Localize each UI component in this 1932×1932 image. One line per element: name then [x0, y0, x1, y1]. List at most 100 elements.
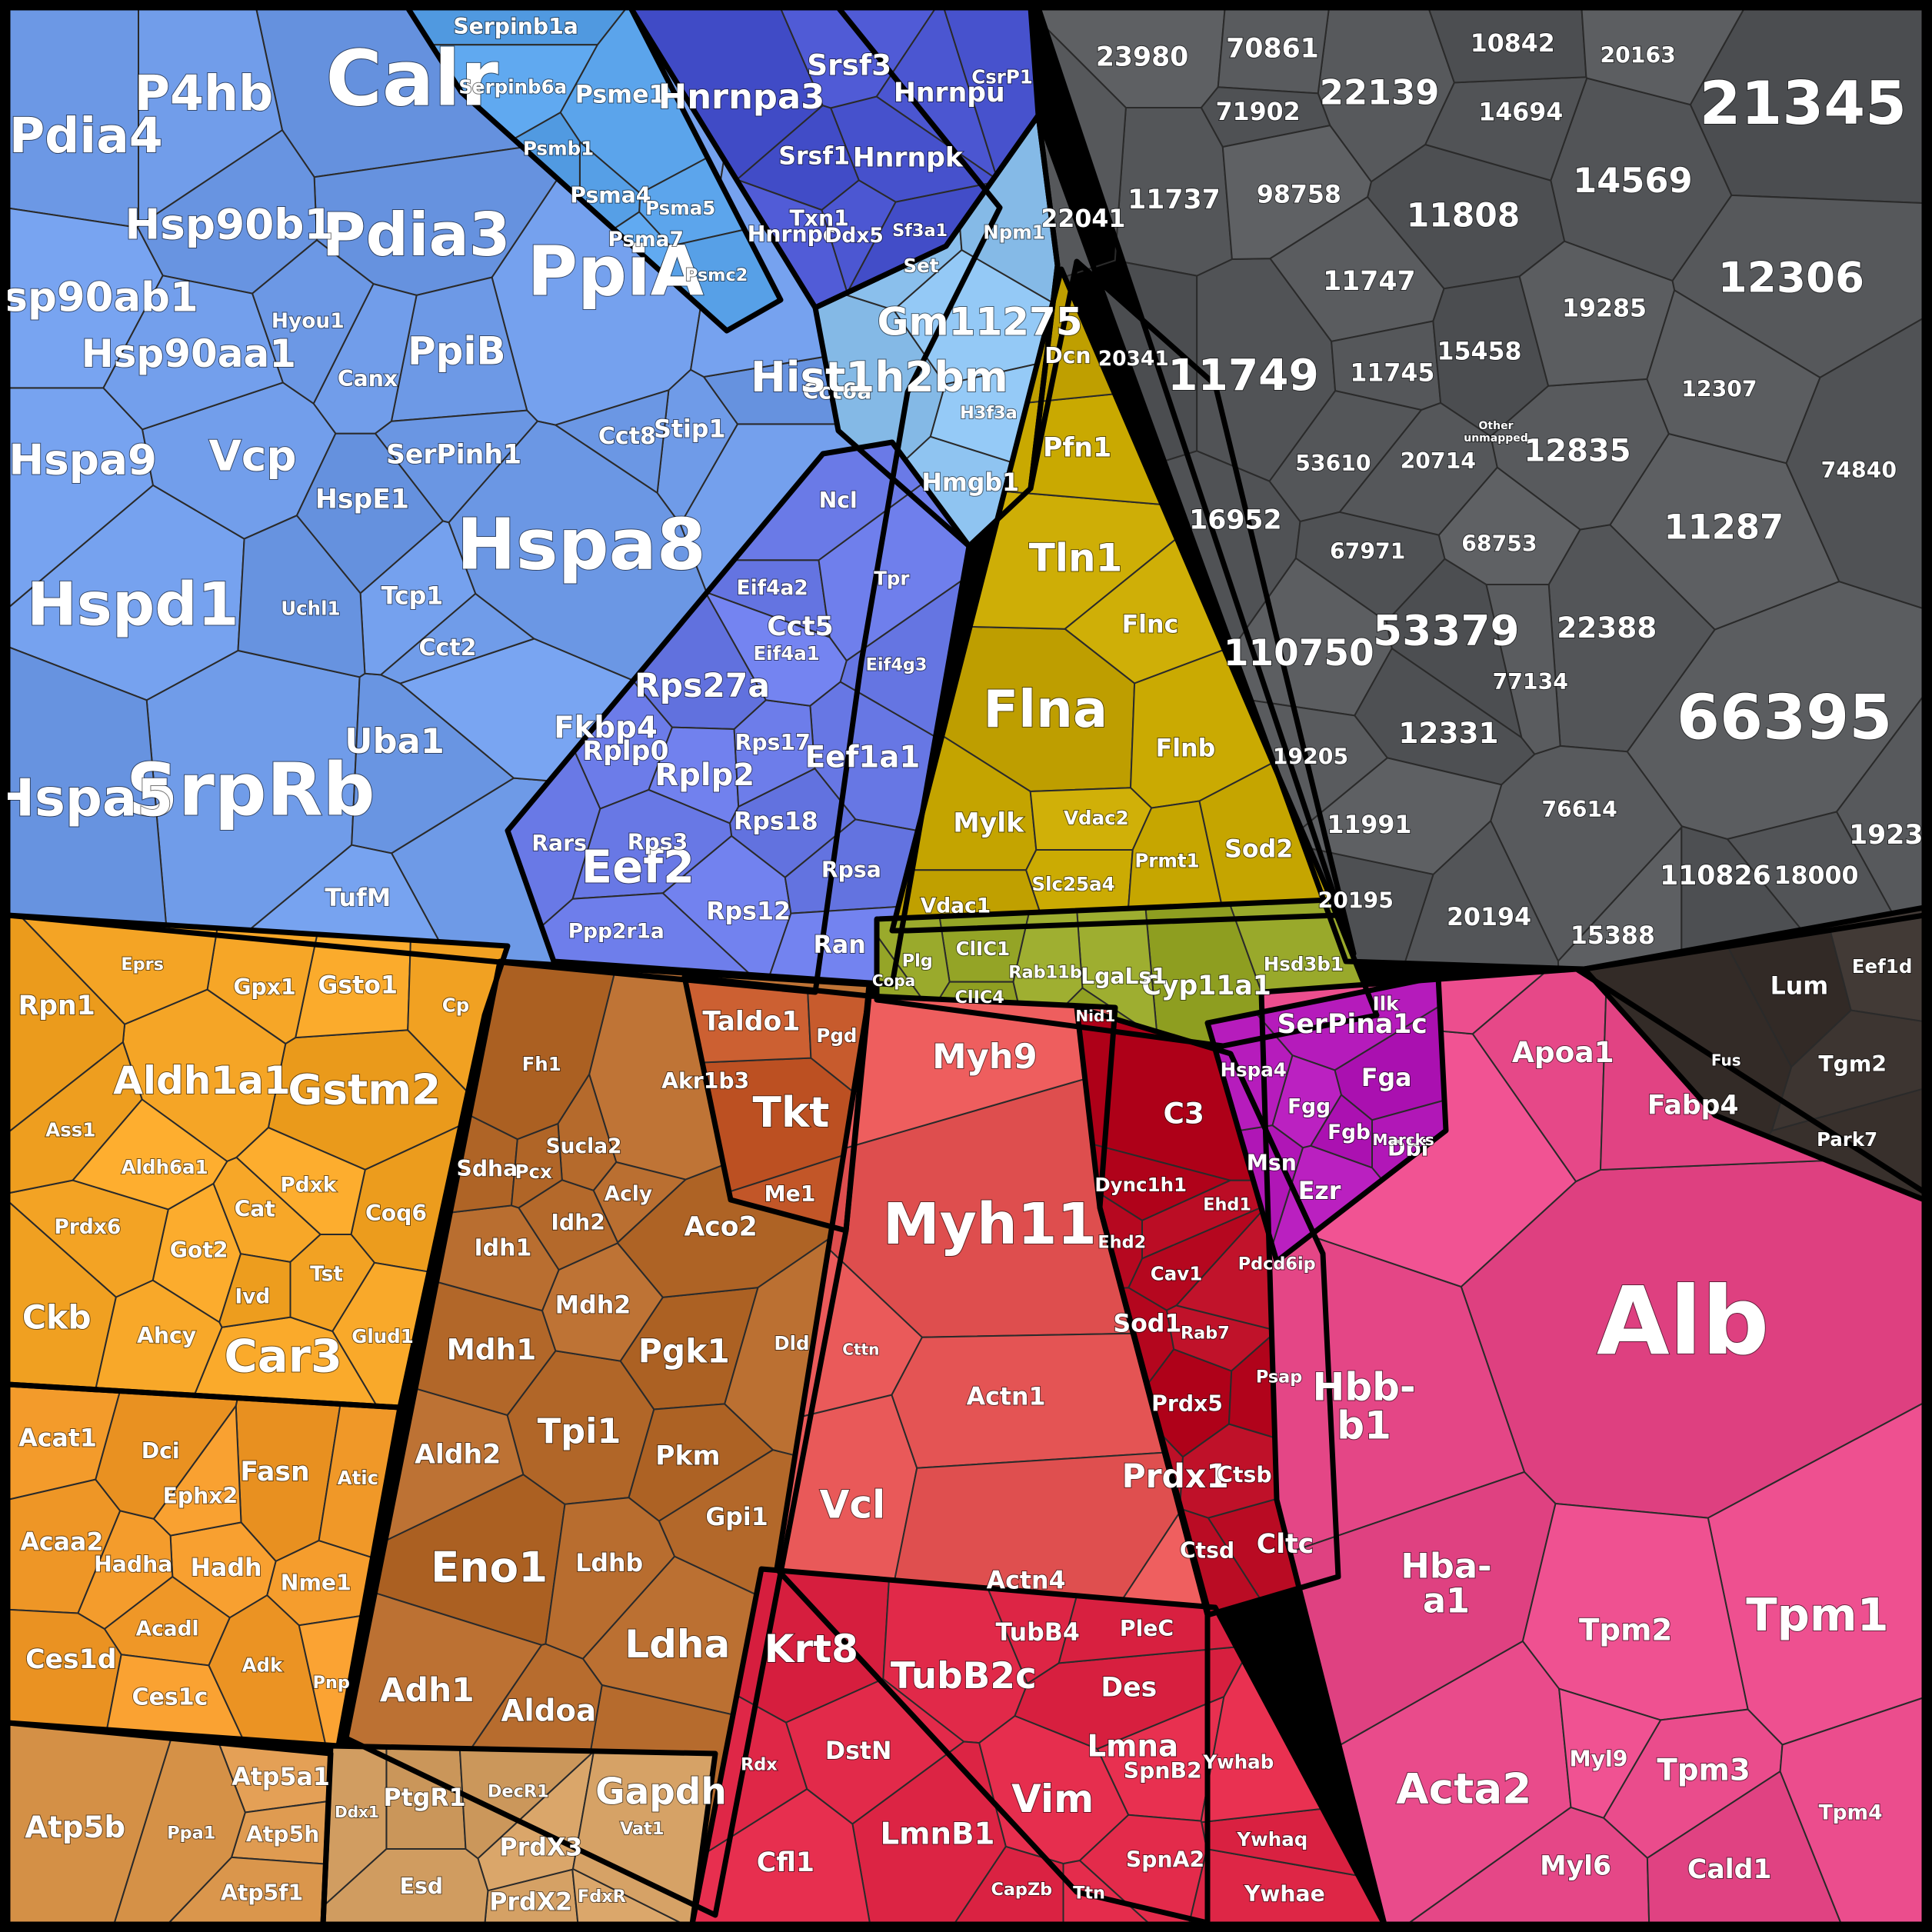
label-car3: Car3 [224, 1329, 342, 1382]
label-21345: 21345 [1700, 69, 1907, 138]
label-sod1: Sod1 [1113, 1311, 1181, 1338]
label-serpinh1: SerPinh1 [386, 440, 521, 471]
label-hsd3b1: Hsd3b1 [1264, 952, 1344, 974]
label-clic1: ClIC1 [956, 937, 1010, 959]
label-sdha: Sdha [456, 1155, 518, 1181]
label-67971: 67971 [1330, 538, 1405, 564]
label-atp5a1: Atp5a1 [232, 1764, 330, 1791]
label-fh1: Fh1 [522, 1053, 561, 1075]
label-psmb1: Psmb1 [523, 137, 594, 159]
label-psma5: Psma5 [645, 197, 715, 219]
label-acta2: Acta2 [1396, 1764, 1531, 1814]
label-idh1: Idh1 [475, 1234, 532, 1261]
label-23980: 23980 [1096, 42, 1188, 73]
label-uchl1: Uchl1 [281, 597, 340, 619]
label-ppia: PpiA [527, 232, 703, 312]
label-mdh2: Mdh2 [555, 1291, 631, 1319]
label-ahcy: Ahcy [137, 1323, 196, 1348]
label-11745: 11745 [1350, 359, 1434, 387]
label-11808: 11808 [1407, 197, 1521, 235]
label-76614: 76614 [1541, 796, 1617, 821]
cell-metabolism-orange-pdxk [235, 1126, 366, 1235]
label-psma7: Psma7 [608, 228, 683, 251]
label-mylk: Mylk [953, 808, 1024, 839]
label-hnrnpc: Hnrnpc [748, 222, 836, 247]
label-eef1d: Eef1d [1852, 955, 1913, 978]
label-22041: 22041 [1041, 205, 1125, 233]
label-acadl: Acadl [136, 1617, 199, 1641]
label-ran: Ran [814, 931, 866, 959]
label-rdx: Rdx [741, 1755, 778, 1775]
label-20714: 20714 [1401, 448, 1476, 473]
label-pdia4: Pdia4 [9, 107, 163, 164]
label-set: Set [904, 254, 939, 276]
label-srprb: SrpRb [126, 748, 375, 832]
label-atp5f1: Atp5f1 [221, 1880, 303, 1905]
label-pnp: Pnp [313, 1673, 350, 1693]
label-prdx3: PrdX3 [500, 1834, 583, 1862]
label-csrp1: CsrP1 [971, 65, 1033, 88]
label-dcn: Dcn [1044, 342, 1091, 368]
label-cct8: Cct8 [598, 422, 656, 449]
label-ckb: Ckb [22, 1299, 92, 1337]
label-20341: 20341 [1098, 347, 1169, 371]
label-glud1: Glud1 [351, 1324, 413, 1347]
label-prmt1: Prmt1 [1134, 849, 1199, 871]
label-hsp90b1: Hsp90b1 [125, 200, 333, 249]
cell-metabolism-orange-aldh6a1 [71, 1098, 228, 1211]
label-12306: 12306 [1718, 253, 1865, 302]
label-hyou1: Hyou1 [271, 309, 345, 333]
label-cttn: Cttn [842, 1340, 879, 1358]
cell-chaperones-cct8 [553, 388, 670, 495]
label-flnc: Flnc [1122, 611, 1179, 639]
label-12307: 12307 [1681, 376, 1757, 401]
label-70861: 70861 [1226, 34, 1318, 65]
label-hspe1: HspE1 [315, 484, 409, 515]
label-ehd1: Ehd1 [1203, 1195, 1251, 1215]
label-psma4: Psma4 [570, 182, 651, 208]
label-fgb: Fgb [1327, 1120, 1371, 1144]
label-pdcd6ip: Pdcd6ip [1238, 1254, 1316, 1274]
label-cct6a: Cct6a [803, 378, 872, 404]
label-tln1: Tln1 [1029, 535, 1123, 580]
label-ivd: Ivd [235, 1284, 270, 1308]
label-ddx5: Ddx5 [824, 224, 883, 248]
label-11747: 11747 [1323, 266, 1415, 297]
cell-unmapped-71902 [1200, 86, 1331, 148]
label-ezr: Ezr [1298, 1178, 1341, 1205]
label-rplp0: Rplp0 [582, 736, 668, 767]
label-pgd: Pgd [816, 1024, 857, 1046]
label-pcx: Pcx [515, 1160, 552, 1182]
label-dci: Dci [142, 1438, 180, 1464]
label-flnb: Flnb [1156, 735, 1216, 763]
label-nid1: Nid1 [1075, 1007, 1115, 1025]
label-19285: 19285 [1562, 295, 1647, 323]
label-calr: Calr [326, 33, 499, 123]
label-fabp4: Fabp4 [1647, 1090, 1739, 1121]
label-dld: Dld [774, 1331, 809, 1354]
label-16952: 16952 [1189, 505, 1281, 535]
label-taldo1: Taldo1 [702, 1006, 800, 1037]
label-77134: 77134 [1493, 668, 1568, 694]
label-vim: Vim [1011, 1777, 1094, 1821]
label-rpsa: Rpsa [821, 857, 881, 882]
label-rps3: Rps3 [628, 829, 688, 854]
label-prdx5: Prdx5 [1151, 1391, 1223, 1416]
label-hmgb1: Hmgb1 [921, 469, 1019, 497]
label-hsp90ab1: Hsp90ab1 [0, 274, 198, 321]
label-sucla2: Sucla2 [546, 1134, 622, 1158]
label-cat: Cat [235, 1196, 275, 1221]
label-cltc: Cltc [1257, 1529, 1314, 1560]
label-ncl: Ncl [819, 488, 858, 513]
label-uba1: Uba1 [345, 721, 445, 761]
label-srsf1: Srsf1 [778, 143, 850, 171]
label-tpm1: Tpm1 [1746, 1588, 1889, 1641]
label-msn: Msn [1247, 1150, 1297, 1175]
label-actn1: Actn1 [967, 1384, 1046, 1411]
label-cald1: Cald1 [1687, 1854, 1772, 1885]
label-gpx1: Gpx1 [233, 974, 295, 999]
label-ces1d: Ces1d [25, 1644, 116, 1675]
